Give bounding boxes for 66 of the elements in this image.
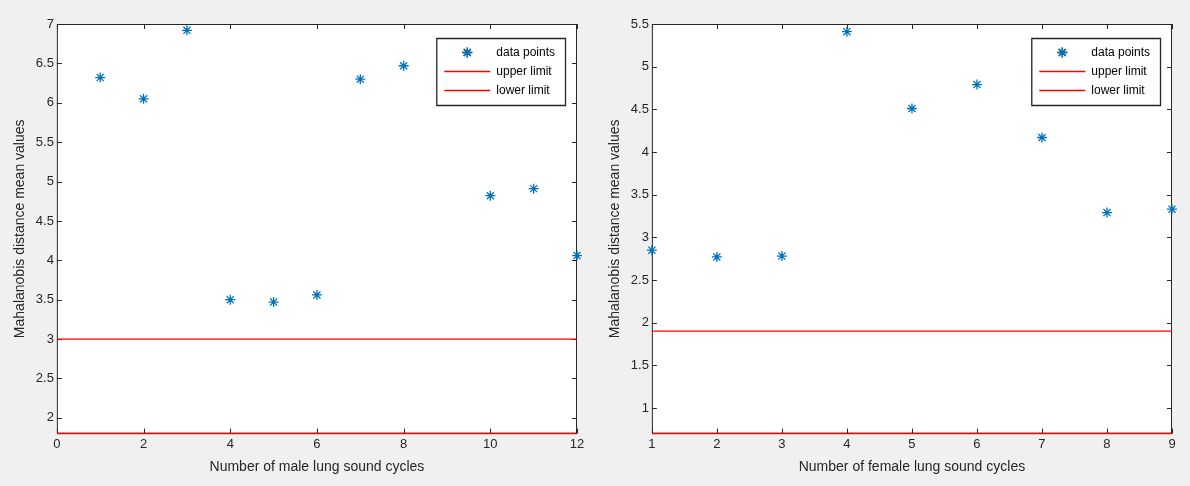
- y-tick-label: 5: [46, 173, 54, 189]
- legend-label: upper limit: [496, 63, 553, 78]
- legend-label: upper limit: [1091, 63, 1148, 78]
- y-tick-label: 5.5: [35, 133, 54, 149]
- x-tick-label: 12: [569, 435, 585, 451]
- legend-label: data points: [496, 44, 556, 59]
- y-tick-label: 4.5: [630, 100, 649, 116]
- x-tick-label: 2: [139, 435, 148, 451]
- point: [354, 73, 366, 85]
- x-tick-label: 4: [226, 435, 234, 451]
- point: [1101, 206, 1113, 219]
- y-tick-label: 2.5: [35, 370, 54, 386]
- point: [1036, 131, 1048, 144]
- x-tick-label: 4: [843, 435, 851, 451]
- y-axis-title: Mahalanobis distance mean values: [606, 119, 623, 339]
- point: [137, 93, 150, 105]
- x-tick-label: 8: [1103, 435, 1111, 451]
- legend-label: lower limit: [496, 82, 551, 97]
- legend-label: lower limit: [1091, 82, 1146, 97]
- x-tick-label: 2: [713, 435, 721, 451]
- point: [181, 24, 193, 36]
- y-tick-label: 7: [46, 15, 54, 31]
- point: [776, 250, 788, 262]
- y-tick-label: 1: [641, 399, 649, 415]
- x-tick-label: 8: [400, 435, 408, 451]
- point: [224, 294, 236, 306]
- x-tick-label: 0: [53, 435, 61, 451]
- point: [841, 26, 853, 38]
- point: [397, 60, 410, 72]
- x-axis-title: Number of female lung sound cycles: [798, 458, 1026, 475]
- x-tick-label: 7: [1038, 435, 1046, 451]
- point: [267, 296, 280, 308]
- y-tick-label: 1.5: [630, 356, 649, 372]
- y-tick-label: 4.5: [35, 212, 54, 228]
- y-tick-label: 5.5: [630, 15, 649, 31]
- y-tick-label: 3: [641, 228, 649, 244]
- point: [971, 78, 983, 91]
- point: [311, 289, 323, 301]
- legend-label: data points: [1091, 44, 1151, 59]
- y-tick-label: 4: [46, 251, 54, 267]
- point: [484, 190, 496, 202]
- x-tick-label: 9: [1168, 435, 1176, 451]
- y-tick-label: 4: [641, 143, 649, 159]
- y-tick-label: 5: [641, 58, 649, 74]
- y-tick-label: 2: [641, 314, 649, 330]
- x-tick-label: 3: [778, 435, 786, 451]
- point: [646, 244, 658, 256]
- y-tick-label: 6.5: [35, 54, 54, 70]
- point: [571, 249, 583, 262]
- x-tick-label: 5: [908, 435, 916, 451]
- y-axis-title: Mahalanobis distance mean values: [11, 119, 28, 339]
- y-tick-label: 3: [46, 330, 54, 346]
- point: [528, 182, 540, 195]
- point: [711, 251, 723, 263]
- point: [1166, 203, 1178, 215]
- y-tick-label: 6: [46, 94, 54, 110]
- point: [906, 102, 918, 115]
- x-tick-label: 6: [973, 435, 981, 451]
- point: [94, 71, 106, 84]
- y-tick-label: 2: [46, 409, 54, 425]
- y-tick-label: 3.5: [630, 186, 649, 202]
- x-axis-title: Number of male lung sound cycles: [209, 458, 425, 475]
- x-tick-label: 6: [313, 435, 321, 451]
- x-tick-label: 10: [483, 435, 498, 451]
- y-tick-label: 2.5: [630, 271, 649, 287]
- y-tick-label: 3.5: [35, 291, 54, 307]
